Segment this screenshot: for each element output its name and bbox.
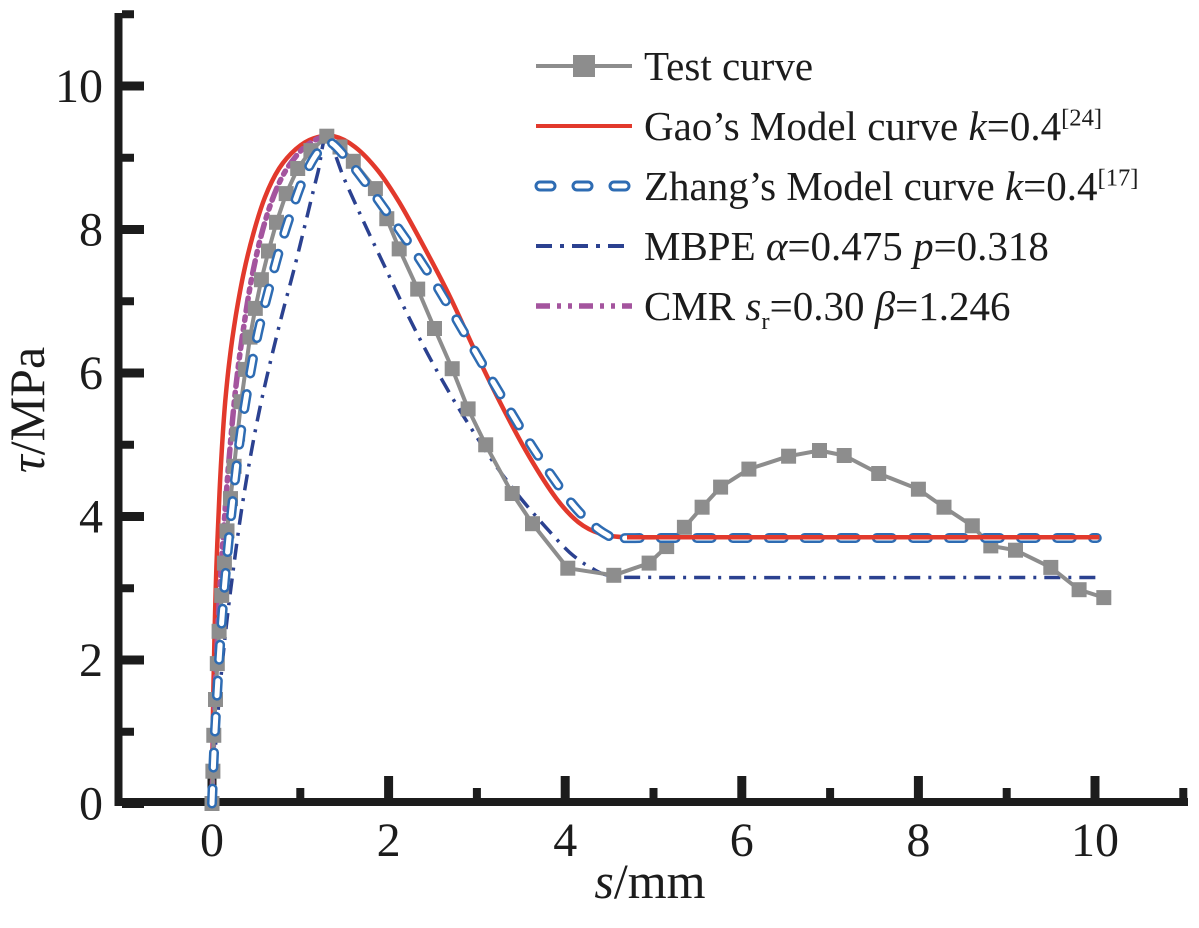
test-curve-marker [713,479,729,495]
legend-sample-test-curve-icon [536,55,632,77]
legend-label-part: [24] [1061,103,1103,131]
y-tick-label: 2 [79,634,103,687]
legend: Test curve Gao’s Model curve k=0.4[24] Zha… [534,36,1139,336]
test-curve-markers [204,128,1112,811]
legend-label-part: CMR [644,282,746,329]
legend-sample-zhang-icon [534,180,634,192]
x-tick-label: 2 [377,814,401,867]
legend-label-part: MBPE [644,222,766,269]
test-curve-marker [1043,559,1059,575]
test-curve-marker [253,272,269,288]
test-curve-marker [781,448,797,464]
test-curve-marker [606,567,622,583]
test-curve-marker [1008,542,1023,558]
y-tick-label: 4 [79,491,103,544]
test-curve-marker [504,486,520,501]
test-curve-marker [216,555,232,571]
legend-label-gao: Gao’s Model curve k=0.4[24] [644,102,1103,149]
y-tick-label: 8 [79,204,103,257]
legend-label-part: Zhang’s Model curve [644,162,1005,209]
y-tick-label: 10 [55,60,103,113]
x-tick-label: 4 [553,814,577,867]
legend-label-part: p [913,222,934,269]
x-tick-label: 0 [200,814,224,867]
test-curve-marker [641,555,657,571]
legend-label-part: s [745,282,762,329]
test-curve-marker [871,466,887,481]
test-curve-marker [367,181,383,197]
legend-label-mbpe: MBPE α=0.475 p=0.318 [644,222,1049,269]
legend-label-cmr: CMR sr=0.30 β=1.246 [644,282,1011,333]
x-tick-label: 6 [730,814,754,867]
test-curve-marker [676,519,692,535]
legend-sample-mbpe-icon [536,244,632,248]
test-curve-marker [964,518,980,534]
series-zhang-inner [209,139,1100,806]
test-curve-marker [936,499,952,515]
legend-label-part: r [761,307,770,335]
legend-item-zhang: Zhang’s Model curve k=0.4[17] [534,156,1139,216]
test-curve-marker [694,499,710,515]
legend-label-part: =0.318 [933,222,1049,269]
legend-label-part: β [874,282,896,329]
test-curve-marker [1071,582,1087,598]
x-axis-title: s/mm [594,853,705,909]
axes: 0 2 4 6 8 10 0 2 4 6 8 10 [55,10,1188,867]
legend-label-part: Gao’s Model curve [644,102,969,149]
legend-label-part: =0.4 [986,102,1062,149]
legend-label-part: =1.246 [895,282,1011,329]
test-curve-marker [460,401,476,417]
legend-label-part: =0.4 [1023,162,1098,209]
legend-label-part: Test curve [644,42,814,89]
legend-label-part: =0.475 [787,222,914,269]
test-curve-marker [391,241,407,257]
legend-label-part: α [765,222,788,269]
test-curve-marker [836,448,852,463]
legend-label-zhang: Zhang’s Model curve k=0.4[17] [644,162,1139,209]
test-curve-marker [410,281,426,297]
y-axis-title: τ/MPa [0,347,55,473]
legend-item-test-curve: Test curve [534,36,1139,96]
legend-label-test-curve: Test curve [644,42,814,89]
test-curve-marker [741,461,757,477]
legend-label-part: =0.30 [769,282,875,329]
y-tick-label: 6 [79,347,103,400]
test-curve-marker [560,560,576,576]
test-curve-marker [910,481,926,497]
legend-sample-shape [573,55,595,77]
legend-sample-cmr-icon [536,303,632,309]
legend-item-cmr: CMR sr=0.30 β=1.246 [534,276,1139,336]
legend-label-part: k [968,102,987,149]
test-curve-marker [427,321,442,336]
test-curve-marker [278,186,294,202]
x-tick-label: 10 [1071,814,1119,867]
legend-item-mbpe: MBPE α=0.475 p=0.318 [534,216,1139,276]
test-curve-marker [290,161,306,176]
series-mbpe-line [210,135,1100,804]
legend-item-gao: Gao’s Model curve k=0.4[24] [534,96,1139,156]
test-curve-marker [345,153,361,169]
y-tick-label: 0 [79,778,103,831]
test-curve-marker [812,443,827,458]
test-curve-marker [444,361,460,377]
test-curve-marker [261,243,276,259]
legend-label-part: [17] [1097,163,1139,191]
test-curve-marker [1096,590,1112,606]
x-tick-label: 8 [906,814,930,867]
legend-sample-gao-icon [536,124,632,128]
test-curve-marker [269,214,284,230]
test-curve-marker [525,516,540,532]
test-curve-marker [478,437,494,453]
test-curve-marker [247,300,263,316]
legend-label-part: k [1004,162,1024,209]
